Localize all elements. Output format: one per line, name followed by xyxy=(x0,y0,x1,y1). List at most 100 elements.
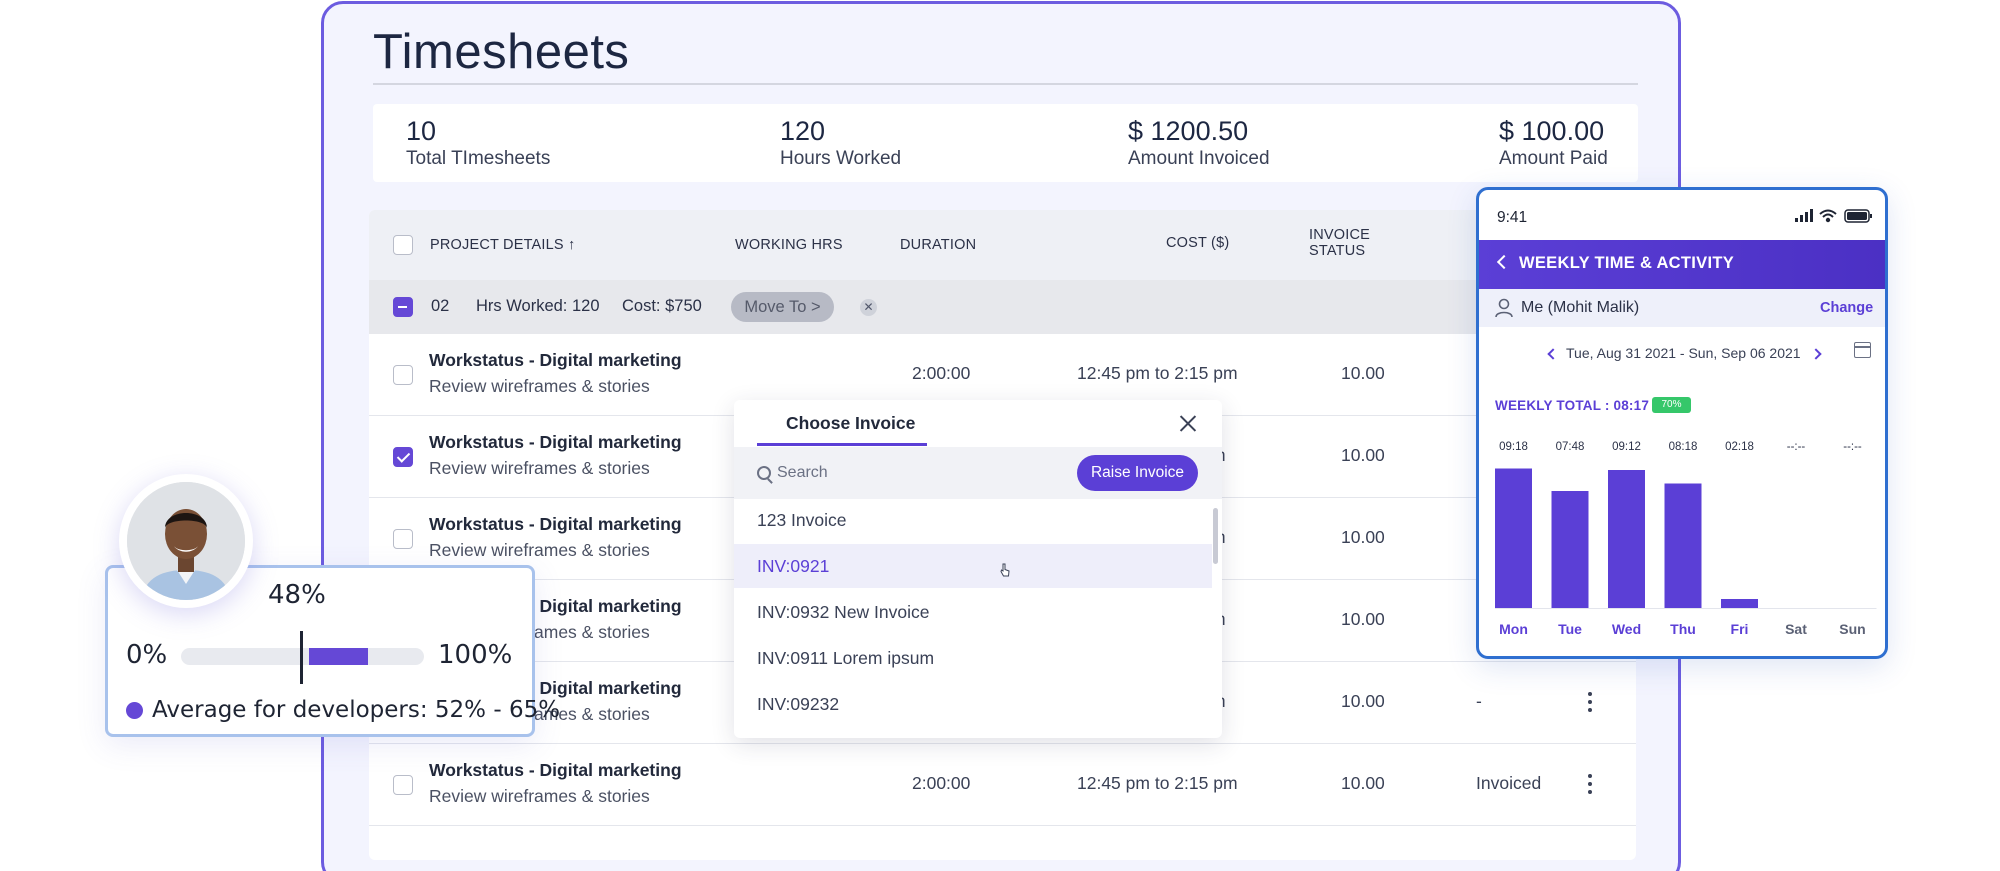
data-label-sun: --:-- xyxy=(1843,441,1862,453)
search-icon xyxy=(757,466,771,480)
row-cost: 10.00 xyxy=(1341,773,1385,793)
tick-label-sun: Sun xyxy=(1839,621,1865,637)
row-working-hrs: 2:00:00 xyxy=(912,363,971,383)
status-time: 9:41 xyxy=(1497,209,1528,226)
row-more-icon[interactable] xyxy=(1587,774,1593,798)
row-cost: 10.00 xyxy=(1341,363,1385,383)
stat-label: Amount Paid xyxy=(1499,148,1608,169)
invoice-search-input[interactable] xyxy=(777,460,1037,486)
stat-total-timesheets: 10 Total TImesheets xyxy=(406,116,550,172)
selected-count: 02 xyxy=(431,297,450,315)
close-icon[interactable] xyxy=(1179,414,1197,432)
dropdown-title[interactable]: Choose Invoice xyxy=(786,413,916,433)
user-selector: Me (Mohit Malik) Change xyxy=(1479,289,1885,327)
stats-summary: 10 Total TImesheets 120 Hours Worked $ 1… xyxy=(373,104,1638,182)
header-invoice-status-line2: STATUS xyxy=(1309,243,1366,259)
week-date-range: Tue, Aug 31 2021 - Sun, Sep 06 2021 xyxy=(1566,345,1801,361)
bar-fri xyxy=(1721,599,1758,608)
signal-icon xyxy=(1795,209,1813,222)
tick-label-mon: Mon xyxy=(1499,621,1528,637)
row-working-hrs: 2:00:00 xyxy=(912,773,971,793)
mobile-header: WEEKLY TIME & ACTIVITY xyxy=(1479,240,1885,289)
choose-invoice-dropdown: Choose Invoice Raise Invoice 123 Invoice… xyxy=(734,400,1222,738)
dropdown-scrollbar[interactable] xyxy=(1213,508,1218,564)
hand-cursor-icon xyxy=(1000,563,1010,577)
tick-label-fri: Fri xyxy=(1731,621,1749,637)
user-icon xyxy=(1495,298,1513,318)
tick-label-wed: Wed xyxy=(1612,621,1641,637)
wifi-icon xyxy=(1819,209,1837,223)
data-label-sat: --:-- xyxy=(1787,441,1806,453)
stat-label: Hours Worked xyxy=(780,148,902,169)
table-header: PROJECT DETAILS ↑ WORKING HRS DURATION C… xyxy=(369,210,1636,280)
bar-tue xyxy=(1551,491,1589,608)
status-bar-icons xyxy=(1795,209,1872,223)
header-duration[interactable]: DURATION xyxy=(900,237,977,253)
stat-value: $ 1200.50 xyxy=(1128,116,1249,146)
raise-invoice-button[interactable]: Raise Invoice xyxy=(1077,455,1198,491)
bulk-hrs-worked: Hrs Worked: 120 xyxy=(476,297,600,315)
bar-thu xyxy=(1664,483,1702,608)
developer-photo xyxy=(127,482,245,600)
table-row[interactable]: Workstatus - Digital marketing Review wi… xyxy=(369,744,1636,826)
avatar xyxy=(119,474,253,608)
row-duration: 12:45 pm to 2:15 pm xyxy=(1077,773,1238,793)
stat-hours-worked: 120 Hours Worked xyxy=(780,116,901,172)
stat-value: 10 xyxy=(406,116,437,146)
average-range-bar xyxy=(309,648,368,665)
invoice-option[interactable]: 123 Invoice xyxy=(757,510,847,530)
title-divider xyxy=(373,83,1638,85)
header-project-details[interactable]: PROJECT DETAILS ↑ xyxy=(430,237,576,253)
mobile-weekly-activity: 9:41 WEEKLY TIME & ACTIVITY Me (Mohit Ma… xyxy=(1476,187,1888,659)
row-cost: 10.00 xyxy=(1341,445,1385,465)
header-invoice-status[interactable]: INVOICE STATUS xyxy=(1309,227,1370,259)
performance-legend: Average for developers: 52% - 65% xyxy=(152,697,561,723)
invoice-option[interactable]: INV:09232 xyxy=(757,694,840,714)
legend-dot-icon xyxy=(126,702,143,719)
battery-icon xyxy=(1844,209,1872,223)
row-title: Workstatus - Digital marketing xyxy=(429,350,682,370)
performance-marker xyxy=(300,631,303,684)
row-invoice-status: - xyxy=(1476,691,1482,711)
calendar-icon[interactable] xyxy=(1854,342,1871,358)
invoice-option[interactable]: INV:0911 Lorem ipsum xyxy=(757,648,935,668)
row-checkbox[interactable] xyxy=(393,365,413,385)
mobile-header-title: WEEKLY TIME & ACTIVITY xyxy=(1519,254,1735,272)
row-cost: 10.00 xyxy=(1341,691,1385,711)
invoice-search-bar: Raise Invoice xyxy=(734,447,1222,499)
data-label-wed: 09:12 xyxy=(1612,441,1641,453)
tick-label-sat: Sat xyxy=(1785,621,1807,637)
row-title: Workstatus - Digital marketing xyxy=(429,514,682,534)
row-subtitle: Review wireframes & stories xyxy=(429,540,650,560)
stat-value: $ 100.00 xyxy=(1499,116,1605,146)
header-invoice-status-line1: INVOICE xyxy=(1309,227,1371,243)
change-user-link[interactable]: Change xyxy=(1820,300,1874,316)
weekly-hours-chart: 09:18 Mon 07:48 Tue 09:12 Wed 08:18 Thu 02:18 Fri… xyxy=(1495,441,1877,637)
invoice-option[interactable]: INV:0921 xyxy=(734,544,1212,588)
bulk-deselect-checkbox[interactable] xyxy=(393,297,413,317)
tick-label-tue: Tue xyxy=(1558,621,1582,637)
row-more-icon[interactable] xyxy=(1587,692,1593,716)
row-checkbox[interactable] xyxy=(393,447,413,467)
move-to-button[interactable]: Move To > xyxy=(731,292,834,322)
bar-wed xyxy=(1608,470,1645,608)
row-checkbox[interactable] xyxy=(393,529,413,549)
bulk-cost: Cost: $750 xyxy=(622,297,702,315)
row-title: Workstatus - Digital marketing xyxy=(429,760,682,780)
select-all-checkbox[interactable] xyxy=(393,235,413,255)
invoice-option[interactable]: INV:0932 New Invoice xyxy=(757,602,930,622)
tick-label-thu: Thu xyxy=(1670,621,1696,637)
row-duration: 12:45 pm to 2:15 pm xyxy=(1077,363,1238,383)
stat-amount-invoiced: $ 1200.50 Amount Invoiced xyxy=(1128,116,1270,172)
header-cost[interactable]: COST ($) xyxy=(1166,235,1230,251)
person-icon xyxy=(127,482,245,600)
data-label-thu: 08:18 xyxy=(1669,441,1698,453)
header-working-hrs[interactable]: WORKING HRS xyxy=(735,237,843,253)
bulk-action-bar: 02 Hrs Worked: 120 Cost: $750 Move To > … xyxy=(369,280,1636,334)
data-label-tue: 07:48 xyxy=(1556,441,1585,453)
selected-user: Me (Mohit Malik) xyxy=(1521,299,1640,316)
data-label-fri: 02:18 xyxy=(1725,441,1754,453)
row-checkbox[interactable] xyxy=(393,775,413,795)
clear-selection-icon[interactable]: ✕ xyxy=(860,299,877,316)
row-cost: 10.00 xyxy=(1341,527,1385,547)
